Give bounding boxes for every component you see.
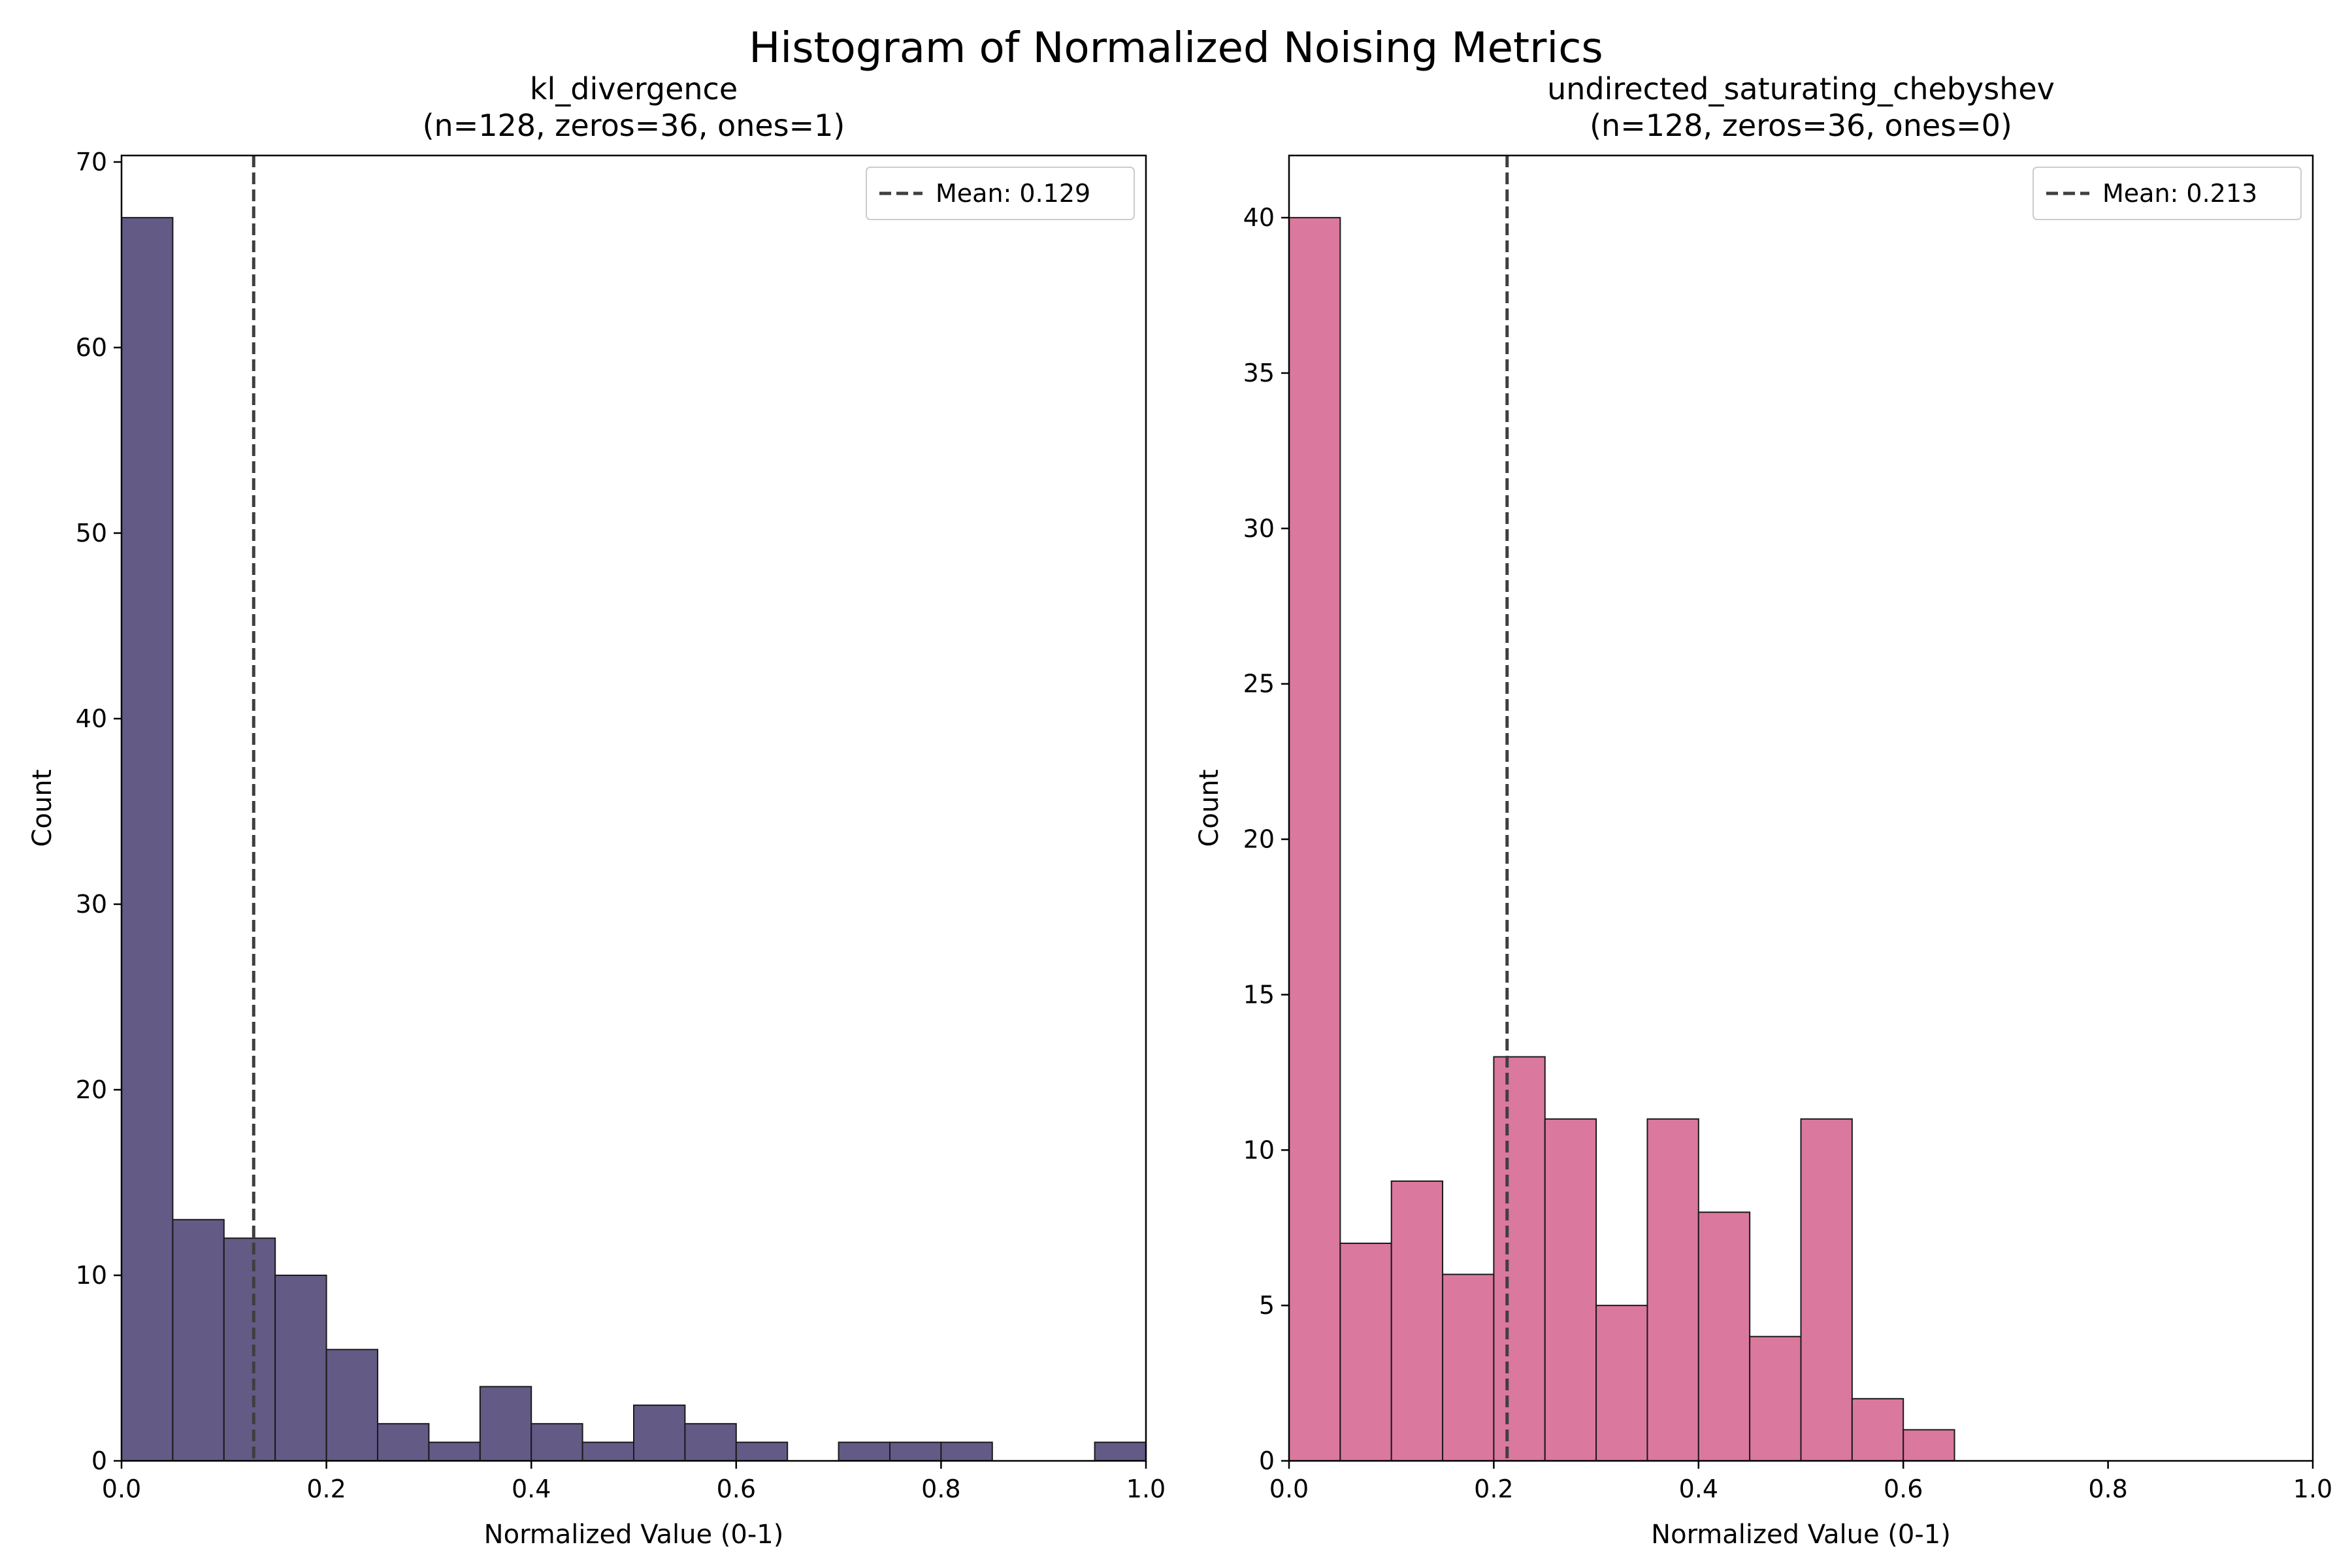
- histogram-bar: [838, 1441, 890, 1462]
- y-tick-label: 10: [76, 1261, 107, 1290]
- x-tick-label: 1.0: [2293, 1475, 2332, 1503]
- axes-frame: [120, 154, 1147, 1462]
- y-tick-label: 20: [76, 1075, 107, 1104]
- y-tick-label: 10: [1243, 1135, 1275, 1164]
- histogram-bar: [1339, 1243, 1392, 1462]
- histogram-bar: [325, 1348, 379, 1462]
- y-axis-label: Count: [27, 770, 57, 847]
- legend-box: [2033, 167, 2302, 220]
- histogram-bar: [633, 1404, 686, 1462]
- histogram-bar: [274, 1274, 327, 1462]
- histogram-bar: [684, 1423, 737, 1462]
- x-tick-label: 0.2: [1474, 1475, 1513, 1503]
- histogram-bar: [1288, 217, 1341, 1462]
- legend-box: [866, 167, 1135, 220]
- chart-panel-2: 0.0 0.2 0.4 0.6 0.8 1.0 0 5 10 15 20 25 30 35 40 undire…: [1194, 71, 2332, 1550]
- histogram-bar: [1442, 1273, 1495, 1462]
- histogram-bar: [889, 1441, 942, 1462]
- histogram-bar: [479, 1386, 532, 1462]
- histogram-bar: [1595, 1305, 1648, 1462]
- histogram-bar: [377, 1423, 430, 1462]
- axes-frame: [1288, 154, 2314, 1462]
- histogram-bar: [1697, 1211, 1751, 1462]
- y-tick-label: 0: [1259, 1446, 1275, 1475]
- histogram-bar: [940, 1441, 993, 1462]
- histogram-bar: [1749, 1335, 1802, 1462]
- legend: Mean: 0.129: [866, 167, 1135, 220]
- x-axis-label: Normalized Value (0-1): [484, 1520, 784, 1550]
- x-tick-label: 0.4: [512, 1475, 551, 1503]
- y-tick-label: 20: [1243, 825, 1275, 854]
- histogram-bar: [1800, 1118, 1853, 1462]
- y-tick-label: 30: [1243, 514, 1275, 543]
- chart-title: kl_divergence: [530, 71, 738, 106]
- histogram-bar: [735, 1441, 789, 1462]
- y-tick-label: 5: [1259, 1291, 1275, 1320]
- x-tick-label: 0.2: [306, 1475, 346, 1503]
- histogram-bar: [1390, 1180, 1444, 1462]
- x-axis-label: Normalized Value (0-1): [1651, 1520, 1951, 1550]
- histogram-bar: [1544, 1118, 1597, 1462]
- y-tick-label: 40: [76, 704, 107, 733]
- y-tick-label: 60: [76, 333, 107, 362]
- x-tick-label: 1.0: [1126, 1475, 1166, 1503]
- x-tick-label: 0.8: [921, 1475, 960, 1503]
- histogram-bar: [531, 1423, 583, 1462]
- y-tick-label: 70: [76, 148, 107, 176]
- legend-label: Mean: 0.213: [2102, 179, 2257, 208]
- y-tick-label: 30: [76, 890, 107, 919]
- histogram-bar: [1851, 1397, 1904, 1462]
- y-tick-label: 50: [76, 519, 107, 547]
- x-tick-label: 0.6: [1884, 1475, 1923, 1503]
- y-tick-label: 0: [91, 1446, 107, 1475]
- histogram-bar: [428, 1441, 481, 1462]
- chart-title: undirected_saturating_chebyshev: [1547, 71, 2055, 106]
- legend: Mean: 0.213: [2033, 167, 2302, 220]
- y-axis-label: Count: [1194, 770, 1224, 847]
- x-tick-label: 0.8: [2088, 1475, 2127, 1503]
- histogram-bar: [1094, 1441, 1147, 1462]
- chart-subtitle: (n=128, zeros=36, ones=1): [423, 108, 845, 143]
- y-tick-label: 35: [1243, 359, 1275, 387]
- histogram-bar: [581, 1441, 634, 1462]
- chart-panel-1: 0.0 0.2 0.4 0.6 0.8 1.0 0 10 20 30 40 50 60 70 kl_dive…: [27, 71, 1166, 1550]
- x-tick-label: 0.0: [102, 1475, 141, 1503]
- y-tick-label: 40: [1243, 203, 1275, 232]
- figure-title: Histogram of Normalized Noising Metrics: [749, 24, 1603, 73]
- chart-subtitle: (n=128, zeros=36, ones=0): [1590, 108, 2012, 143]
- x-tick-label: 0.6: [717, 1475, 756, 1503]
- y-tick-label: 25: [1243, 670, 1275, 698]
- x-tick-label: 0.4: [1679, 1475, 1718, 1503]
- histogram-bar: [1646, 1118, 1699, 1462]
- y-tick-label: 15: [1243, 980, 1275, 1009]
- histogram-bar: [1903, 1429, 1955, 1462]
- histogram-bar: [172, 1218, 225, 1462]
- histogram-bar: [121, 217, 174, 1462]
- x-tick-label: 0.0: [1269, 1475, 1309, 1503]
- histogram-bar: [1493, 1056, 1546, 1462]
- legend-label: Mean: 0.129: [936, 179, 1090, 208]
- histogram-bar: [223, 1237, 276, 1462]
